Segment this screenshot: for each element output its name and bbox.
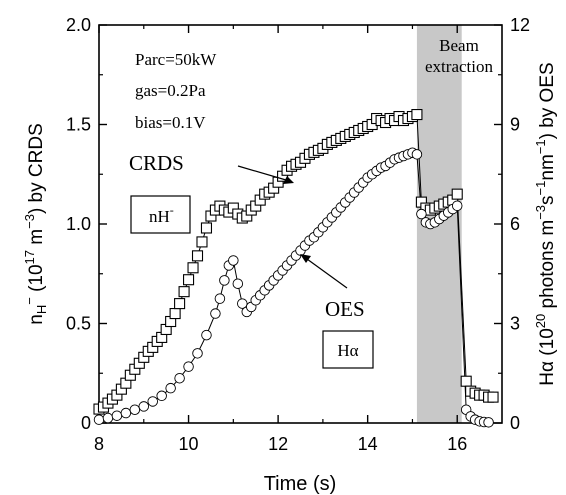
oes-point <box>237 298 248 309</box>
y-right-tick-label: 12 <box>510 15 530 35</box>
y-right-tick-label: 9 <box>510 115 520 135</box>
oes-point <box>156 390 167 402</box>
y-left-tick-label: 1.5 <box>66 115 91 135</box>
oes-point <box>174 372 185 384</box>
y-left-tick-label: 2.0 <box>66 15 91 35</box>
oes-point <box>102 412 114 424</box>
x-tick-label: 14 <box>358 434 378 454</box>
x-tick-label: 8 <box>94 434 104 454</box>
y-right-tick-label: 6 <box>510 214 520 234</box>
crds-arrow-line <box>237 165 287 181</box>
oes-point <box>232 278 244 289</box>
crds-point <box>460 375 472 387</box>
oes-point <box>192 348 203 359</box>
oes-point <box>483 417 494 428</box>
condition-gas: gas=0.2Pa <box>135 81 206 100</box>
crds-point <box>169 307 181 320</box>
beam-label-line2: extraction <box>425 57 493 76</box>
oes-point <box>219 275 230 286</box>
crds-species-label: nH- <box>149 203 174 226</box>
oes-point <box>210 308 221 319</box>
oes-arrow-head <box>300 254 311 263</box>
oes-species-box <box>322 330 374 369</box>
beam-label-line1: Beam <box>439 36 479 55</box>
condition-bias: bias=0.1V <box>135 113 206 132</box>
oes-point <box>183 361 194 372</box>
tick-layer: 8 10 12 14 16 0 0.5 1.0 1.5 2.0 0 3 6 9 12 <box>66 15 530 454</box>
x-tick-label: 10 <box>179 434 199 454</box>
oes-point <box>147 396 158 407</box>
crds-label: CRDS <box>129 151 184 175</box>
crds-point <box>487 391 499 403</box>
oes-point <box>138 401 150 412</box>
oes-species-label: Hα <box>337 341 358 360</box>
oes-arrow-line <box>306 258 348 289</box>
crds-point <box>200 222 213 234</box>
marker-layer <box>93 109 499 428</box>
x-tick-label: 12 <box>268 434 288 454</box>
crds-arrow-head <box>283 176 294 184</box>
crds-point <box>174 298 186 310</box>
crds-point <box>191 250 204 262</box>
oes-point <box>411 149 423 160</box>
oes-point <box>451 200 463 212</box>
y-left-tick-label: 0.5 <box>66 314 91 334</box>
crds-point <box>178 286 190 298</box>
crds-species-box <box>130 195 191 234</box>
y-right-tick-label: 3 <box>510 314 520 334</box>
y-right-axis-title: Hα (1020 photons m−3s−1nm−1) by OES <box>533 62 558 385</box>
crds-point <box>411 109 423 121</box>
y-left-tick-label: 0 <box>81 413 91 433</box>
oes-point <box>93 414 105 425</box>
oes-point <box>129 404 141 415</box>
oes-point <box>120 407 132 419</box>
oes-point <box>416 208 427 220</box>
y-left-axis-title: nH− (1017 m−3) by CRDS <box>22 123 49 325</box>
crds-point <box>187 262 199 274</box>
crds-point <box>183 274 195 286</box>
condition-parc: Parc=50kW <box>135 50 217 69</box>
oes-point <box>228 255 239 266</box>
oes-label: OES <box>325 297 365 321</box>
x-tick-label: 16 <box>447 434 467 454</box>
x-axis-title: Time (s) <box>264 473 337 495</box>
oes-point <box>111 410 123 421</box>
y-right-tick-label: 0 <box>510 413 520 433</box>
crds-point <box>451 188 463 200</box>
oes-point <box>165 382 176 394</box>
y-left-tick-label: 1.0 <box>66 214 91 234</box>
oes-point <box>201 329 212 341</box>
crds-point <box>196 236 208 248</box>
oes-point <box>214 293 226 304</box>
